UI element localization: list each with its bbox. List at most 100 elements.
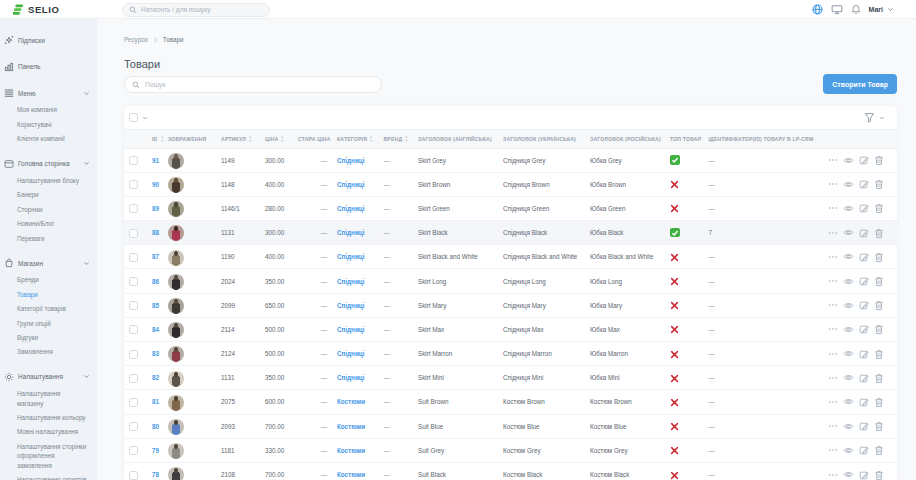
product-id-link[interactable]: 81: [148, 398, 168, 405]
sort-icon[interactable]: [160, 135, 165, 143]
sidebar-item[interactable]: Замовлення: [0, 345, 97, 359]
sidebar-item[interactable]: Банери: [0, 188, 97, 202]
row-checkbox[interactable]: [129, 374, 138, 383]
row-checkbox[interactable]: [129, 471, 138, 480]
table-search-input[interactable]: Пошук: [124, 76, 382, 93]
more-actions-icon[interactable]: [828, 349, 838, 359]
more-actions-icon[interactable]: [828, 445, 838, 455]
sidebar-item[interactable]: Відгуки: [0, 331, 97, 345]
notifications-bell-icon[interactable]: [851, 4, 861, 15]
delete-icon[interactable]: [874, 203, 884, 213]
filter-chevron-icon[interactable]: [879, 115, 885, 121]
product-image[interactable]: [168, 298, 184, 314]
sidebar-section-0[interactable]: Підписки: [0, 33, 97, 47]
product-image[interactable]: [168, 201, 184, 217]
edit-icon[interactable]: [859, 300, 869, 310]
view-icon[interactable]: [843, 469, 854, 480]
more-actions-icon[interactable]: [828, 276, 838, 286]
sidebar-section-2[interactable]: Меню: [0, 86, 97, 100]
edit-icon[interactable]: [859, 445, 869, 455]
product-image[interactable]: [168, 467, 184, 480]
product-id-link[interactable]: 83: [148, 350, 168, 357]
product-category-link[interactable]: Спідниці: [336, 157, 383, 164]
row-checkbox[interactable]: [129, 180, 138, 189]
product-image[interactable]: [168, 371, 184, 387]
product-category-link[interactable]: Спідниці: [336, 253, 383, 260]
sidebar-item[interactable]: Налаштування скриптів: [0, 473, 97, 480]
product-image[interactable]: [168, 443, 184, 459]
row-checkbox[interactable]: [129, 398, 138, 407]
edit-icon[interactable]: [859, 228, 869, 238]
product-id-link[interactable]: 86: [148, 278, 168, 285]
global-search-input[interactable]: Натисніть / для пошуку: [122, 3, 270, 17]
view-icon[interactable]: [843, 203, 854, 214]
product-category-link[interactable]: Костюми: [336, 471, 383, 478]
sidebar-item[interactable]: Новини/Блог: [0, 217, 97, 231]
product-category-link[interactable]: Спідниці: [336, 181, 383, 188]
product-category-link[interactable]: Костюми: [336, 398, 383, 405]
sidebar-item[interactable]: Налаштування кольору: [0, 411, 97, 425]
sidebar-item[interactable]: Налаштування блоку: [0, 174, 97, 188]
sidebar-section-5[interactable]: Налаштування: [0, 370, 97, 384]
select-all-chevron-icon[interactable]: [142, 115, 148, 121]
more-actions-icon[interactable]: [828, 203, 838, 213]
sort-icon[interactable]: [404, 135, 409, 143]
edit-icon[interactable]: [859, 203, 869, 213]
column-header[interactable]: БРЕНД: [383, 135, 418, 143]
view-icon[interactable]: [843, 445, 854, 456]
delete-icon[interactable]: [874, 470, 884, 480]
view-icon[interactable]: [843, 227, 854, 238]
product-id-link[interactable]: 87: [148, 253, 168, 260]
app-logo[interactable]: SELIO: [13, 4, 60, 16]
product-image[interactable]: [168, 153, 184, 169]
edit-icon[interactable]: [859, 252, 869, 262]
product-id-link[interactable]: 78: [148, 471, 168, 478]
product-category-link[interactable]: Спідниці: [336, 229, 383, 236]
sort-icon[interactable]: [280, 135, 285, 143]
row-checkbox[interactable]: [129, 446, 138, 455]
sort-icon[interactable]: [248, 135, 253, 143]
delete-icon[interactable]: [874, 252, 884, 262]
product-category-link[interactable]: Костюми: [336, 447, 383, 454]
product-image[interactable]: [168, 322, 184, 338]
more-actions-icon[interactable]: [828, 300, 838, 310]
more-actions-icon[interactable]: [828, 252, 838, 262]
display-icon[interactable]: [831, 4, 843, 15]
sidebar-section-3[interactable]: Головна сторінка: [0, 157, 97, 171]
row-checkbox[interactable]: [129, 156, 138, 165]
product-id-link[interactable]: 91: [148, 157, 168, 164]
product-id-link[interactable]: 82: [148, 374, 168, 381]
more-actions-icon[interactable]: [828, 470, 838, 480]
row-checkbox[interactable]: [129, 253, 138, 262]
sidebar-item[interactable]: Налаштування магазину: [0, 387, 97, 411]
product-image[interactable]: [168, 346, 184, 362]
more-actions-icon[interactable]: [828, 179, 838, 189]
sidebar-item[interactable]: Клієнти компанії: [0, 132, 97, 146]
product-image[interactable]: [168, 274, 184, 290]
product-category-link[interactable]: Спідниці: [336, 278, 383, 285]
view-icon[interactable]: [843, 276, 854, 287]
row-checkbox[interactable]: [129, 204, 138, 213]
row-checkbox[interactable]: [129, 229, 138, 238]
delete-icon[interactable]: [874, 179, 884, 189]
edit-icon[interactable]: [859, 397, 869, 407]
view-icon[interactable]: [843, 179, 854, 190]
view-icon[interactable]: [843, 421, 854, 432]
view-icon[interactable]: [843, 348, 854, 359]
more-actions-icon[interactable]: [828, 228, 838, 238]
edit-icon[interactable]: [859, 276, 869, 286]
view-icon[interactable]: [843, 251, 854, 262]
edit-icon[interactable]: [859, 421, 869, 431]
sidebar-item[interactable]: Категорії товарів: [0, 302, 97, 316]
product-id-link[interactable]: 79: [148, 447, 168, 454]
delete-icon[interactable]: [874, 397, 884, 407]
sidebar-item[interactable]: Переваги: [0, 231, 97, 245]
edit-icon[interactable]: [859, 470, 869, 480]
product-id-link[interactable]: 85: [148, 302, 168, 309]
view-icon[interactable]: [843, 372, 854, 383]
delete-icon[interactable]: [874, 155, 884, 165]
sort-icon[interactable]: [369, 135, 374, 143]
edit-icon[interactable]: [859, 155, 869, 165]
edit-icon[interactable]: [859, 324, 869, 334]
delete-icon[interactable]: [874, 445, 884, 455]
